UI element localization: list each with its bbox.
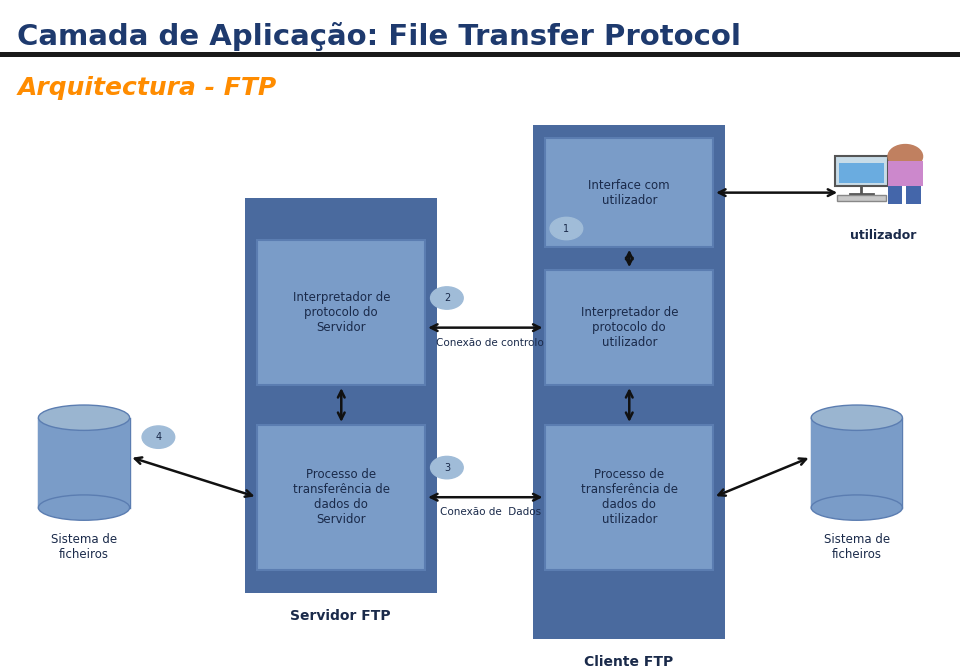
Bar [906,186,921,204]
Bar [811,417,902,508]
Bar [835,156,888,186]
Text: Sistema de
ficheiros: Sistema de ficheiros [824,533,890,561]
Circle shape [430,287,463,309]
Ellipse shape [811,405,902,430]
Bar [545,425,713,570]
Bar [245,198,437,593]
Text: Processo de
transferência de
dados do
utilizador: Processo de transferência de dados do ut… [581,468,678,526]
Text: Conexão de  Dados: Conexão de Dados [440,507,540,517]
Text: Processo de
transferência de
dados do
Servidor: Processo de transferência de dados do Se… [293,468,390,526]
Bar [888,186,902,204]
Bar [533,125,725,639]
Circle shape [550,217,583,240]
Text: Cliente FTP: Cliente FTP [585,655,673,669]
Text: 4: 4 [156,432,161,442]
Ellipse shape [38,405,130,430]
Bar [545,270,713,385]
Bar [888,161,923,186]
Bar [38,417,130,508]
Text: utilizador: utilizador [850,229,917,242]
Bar [0,52,960,58]
Circle shape [430,456,463,479]
Text: 3: 3 [444,462,450,472]
Ellipse shape [38,495,130,521]
Text: Servidor FTP: Servidor FTP [291,609,391,623]
Text: Interface com
utilizador: Interface com utilizador [588,179,670,206]
Bar [257,425,425,570]
Ellipse shape [811,495,902,521]
Bar [839,163,884,183]
Text: Sistema de
ficheiros: Sistema de ficheiros [51,533,117,561]
Text: Interpretador de
protocolo do
Servidor: Interpretador de protocolo do Servidor [293,291,390,334]
Text: 1: 1 [564,224,569,234]
Text: 2: 2 [444,293,450,303]
Text: Interpretador de
protocolo do
utilizador: Interpretador de protocolo do utilizador [581,306,678,349]
Circle shape [888,145,923,168]
Text: Arquitectura - FTP: Arquitectura - FTP [17,76,276,100]
Bar [257,241,425,385]
Bar [837,194,886,200]
Bar [545,138,713,247]
Text: Conexão de controlo: Conexão de controlo [436,338,544,348]
Text: Camada de Aplicação: File Transfer Protocol: Camada de Aplicação: File Transfer Proto… [17,21,741,51]
Circle shape [142,426,175,448]
